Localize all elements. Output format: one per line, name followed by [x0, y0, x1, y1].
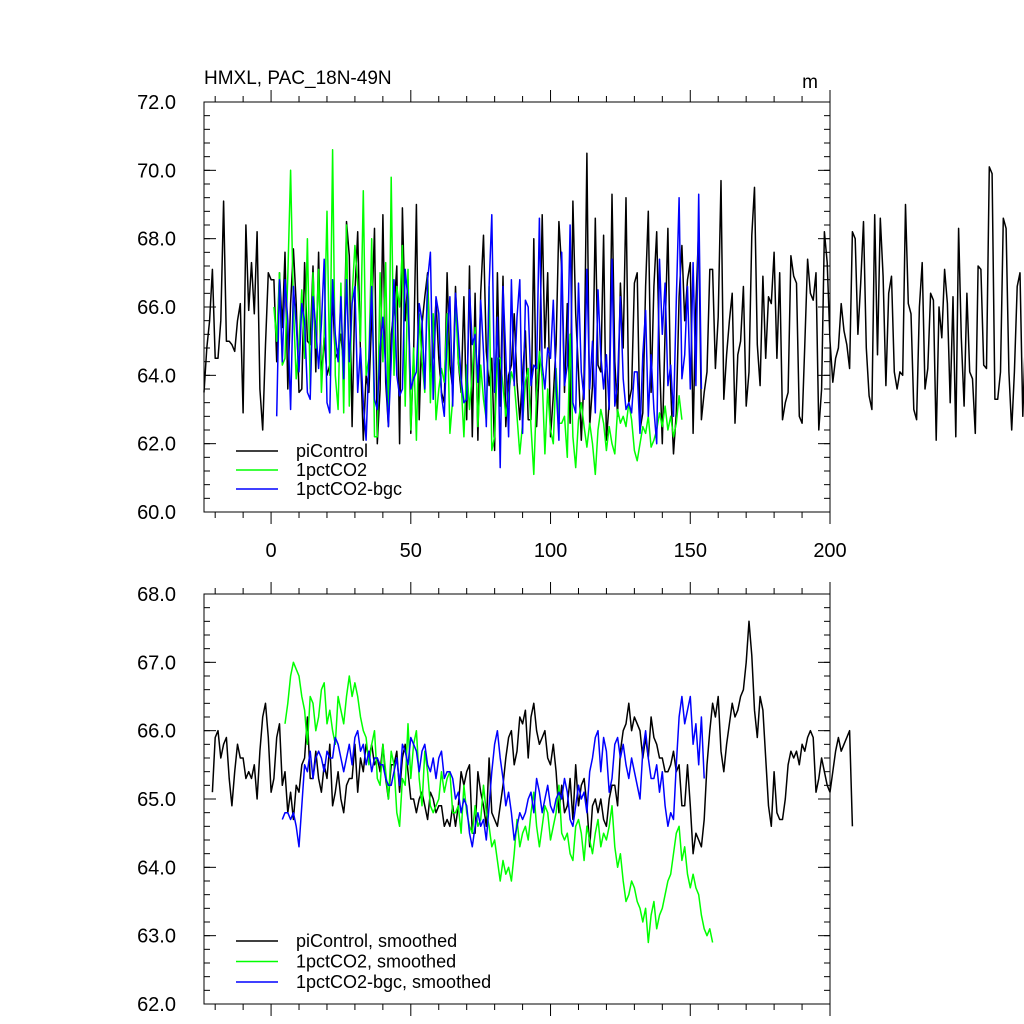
top-ytick-label: 62.0 [137, 434, 176, 456]
top-legend-label: 1pctCO2-bgc [296, 479, 402, 499]
bottom-plot-frame [203, 593, 831, 1005]
bottom-ytick-label: 62.0 [137, 994, 176, 1016]
top-ytick-label: 66.0 [137, 297, 176, 319]
bottom-ytick-label: 65.0 [137, 789, 176, 811]
bottom-legend-label: 1pctCO2-bgc, smoothed [296, 972, 491, 992]
bottom-panel: 62.0 63.0 64.0 65.0 66.0 67.0 68.0 piControl, … [137, 582, 854, 1016]
top-ytick-label: 64.0 [137, 365, 176, 387]
bottom-series-picontrol-smoothed [211, 620, 854, 855]
bottom-legend-label: 1pctCO2, smoothed [296, 952, 456, 972]
top-plot-frame [203, 101, 831, 513]
bottom-ytick-label: 66.0 [137, 721, 176, 743]
units-label: m [802, 72, 818, 93]
xtick-label: 100 [534, 540, 567, 562]
top-series-1pctco2-bgc [275, 193, 703, 469]
bottom-series-1pctco2-bgc-smoothed [281, 695, 705, 848]
top-legend-label: piControl [296, 441, 368, 461]
bottom-ytick-label: 67.0 [137, 652, 176, 674]
top-ytick-label: 68.0 [137, 229, 176, 251]
top-ytick-label: 72.0 [137, 92, 176, 114]
bottom-ytick-label: 64.0 [137, 857, 176, 879]
xtick-label: 150 [674, 540, 707, 562]
top-panel: HMXL, PAC_18N-49N m 60.0 62.0 64.0 66.0 68.0… [137, 68, 1024, 562]
xtick-label: 50 [400, 540, 422, 562]
top-series-picontrol [203, 152, 1024, 455]
xtick-label: 0 [266, 540, 277, 562]
top-ytick-label: 60.0 [137, 502, 176, 524]
bottom-ytick-label: 68.0 [137, 584, 176, 606]
top-legend-label: 1pctCO2 [296, 460, 367, 480]
bottom-series-1pctco2-smoothed [284, 661, 714, 944]
xtick-label: 200 [813, 540, 846, 562]
bottom-ytick-label: 63.0 [137, 926, 176, 948]
bottom-legend-label: piControl, smoothed [296, 931, 457, 951]
chart-title: HMXL, PAC_18N-49N [204, 68, 392, 89]
top-ytick-label: 70.0 [137, 160, 176, 182]
